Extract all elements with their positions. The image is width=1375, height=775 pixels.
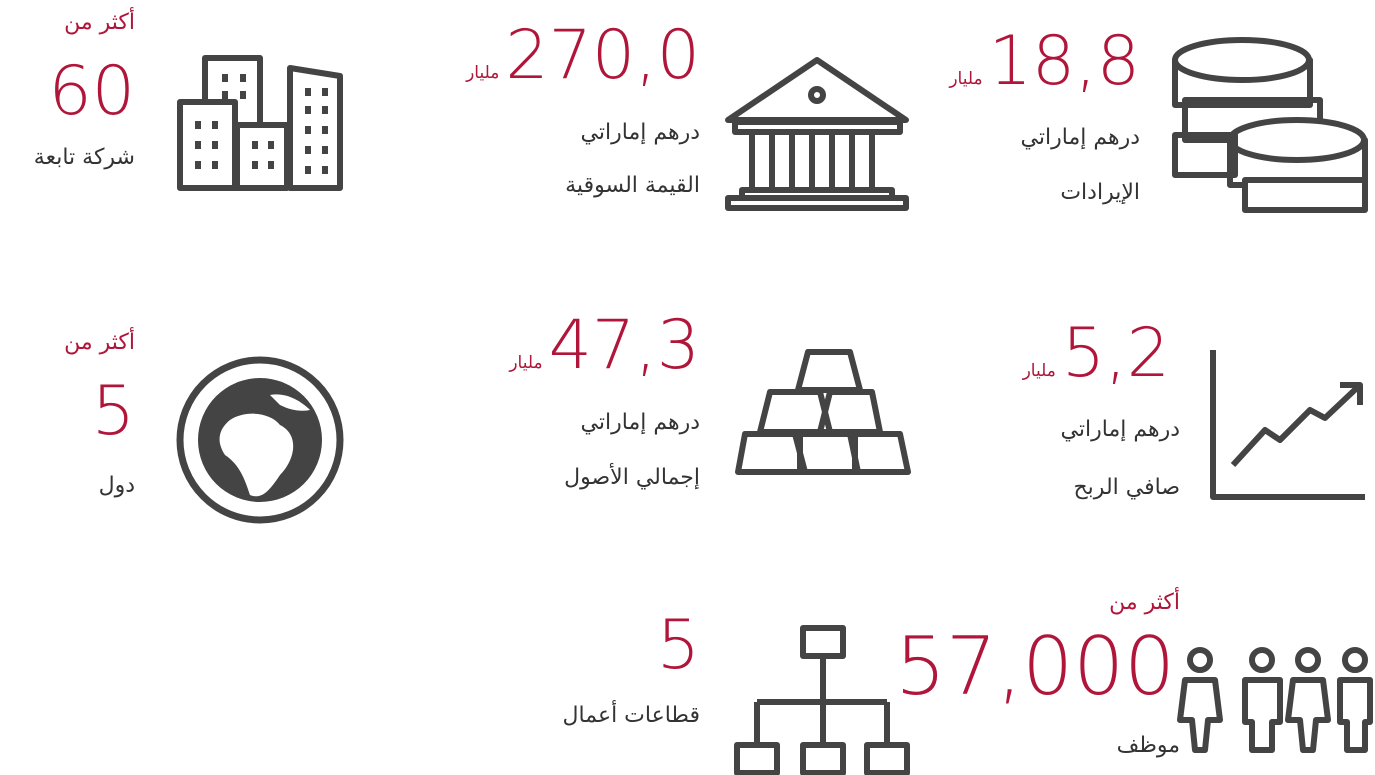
stat-unit: مليار bbox=[509, 353, 543, 373]
stat-value-row: مليار 47,3 bbox=[509, 312, 700, 380]
stat-label: قطاعات أعمال bbox=[562, 703, 700, 728]
stat-currency: درهم إماراتي bbox=[580, 410, 700, 435]
gold-bars-icon bbox=[735, 349, 911, 475]
stat-label: صافي الربح bbox=[1073, 475, 1180, 500]
growth-chart-icon bbox=[1210, 350, 1365, 500]
stat-unit: مليار bbox=[949, 69, 983, 89]
org-chart-icon bbox=[734, 625, 910, 775]
people-icon bbox=[1177, 647, 1373, 753]
stat-value: 57,000 bbox=[895, 620, 1175, 713]
stat-label: دول bbox=[98, 473, 135, 498]
stat-value: 60 bbox=[48, 52, 135, 131]
stat-unit: مليار bbox=[466, 63, 500, 83]
stat-prefix: أكثر من bbox=[64, 330, 135, 355]
stat-currency: درهم إماراتي bbox=[1060, 417, 1180, 442]
stat-value-row: مليار 5,2 bbox=[1023, 320, 1170, 388]
stat-value-row: مليار 270,0 bbox=[466, 22, 700, 90]
coins-icon bbox=[1172, 37, 1368, 213]
stat-value-row: مليار 18,8 bbox=[949, 28, 1140, 96]
stat-unit: مليار bbox=[1022, 361, 1056, 381]
stat-label: موظف bbox=[1116, 733, 1180, 758]
buildings-icon bbox=[177, 55, 343, 191]
stat-label: الإيرادات bbox=[1060, 180, 1140, 205]
stat-currency: درهم إماراتي bbox=[580, 120, 700, 145]
stat-value: 5,2 bbox=[1061, 314, 1170, 393]
stat-label: القيمة السوقية bbox=[565, 173, 700, 198]
globe-icon bbox=[176, 356, 344, 524]
stat-prefix: أكثر من bbox=[1109, 590, 1180, 615]
stat-value: 270,0 bbox=[505, 16, 700, 95]
stat-label: إجمالي الأصول bbox=[564, 465, 700, 490]
bank-icon bbox=[725, 57, 909, 211]
stat-value: 5 bbox=[91, 372, 135, 451]
stat-value: 47,3 bbox=[548, 306, 700, 385]
stat-value: 5 bbox=[656, 606, 700, 685]
stat-value: 18,8 bbox=[988, 22, 1140, 101]
stat-prefix: أكثر من bbox=[64, 10, 135, 35]
stat-label: شركة تابعة bbox=[33, 145, 135, 170]
stat-currency: درهم إماراتي bbox=[1020, 125, 1140, 150]
